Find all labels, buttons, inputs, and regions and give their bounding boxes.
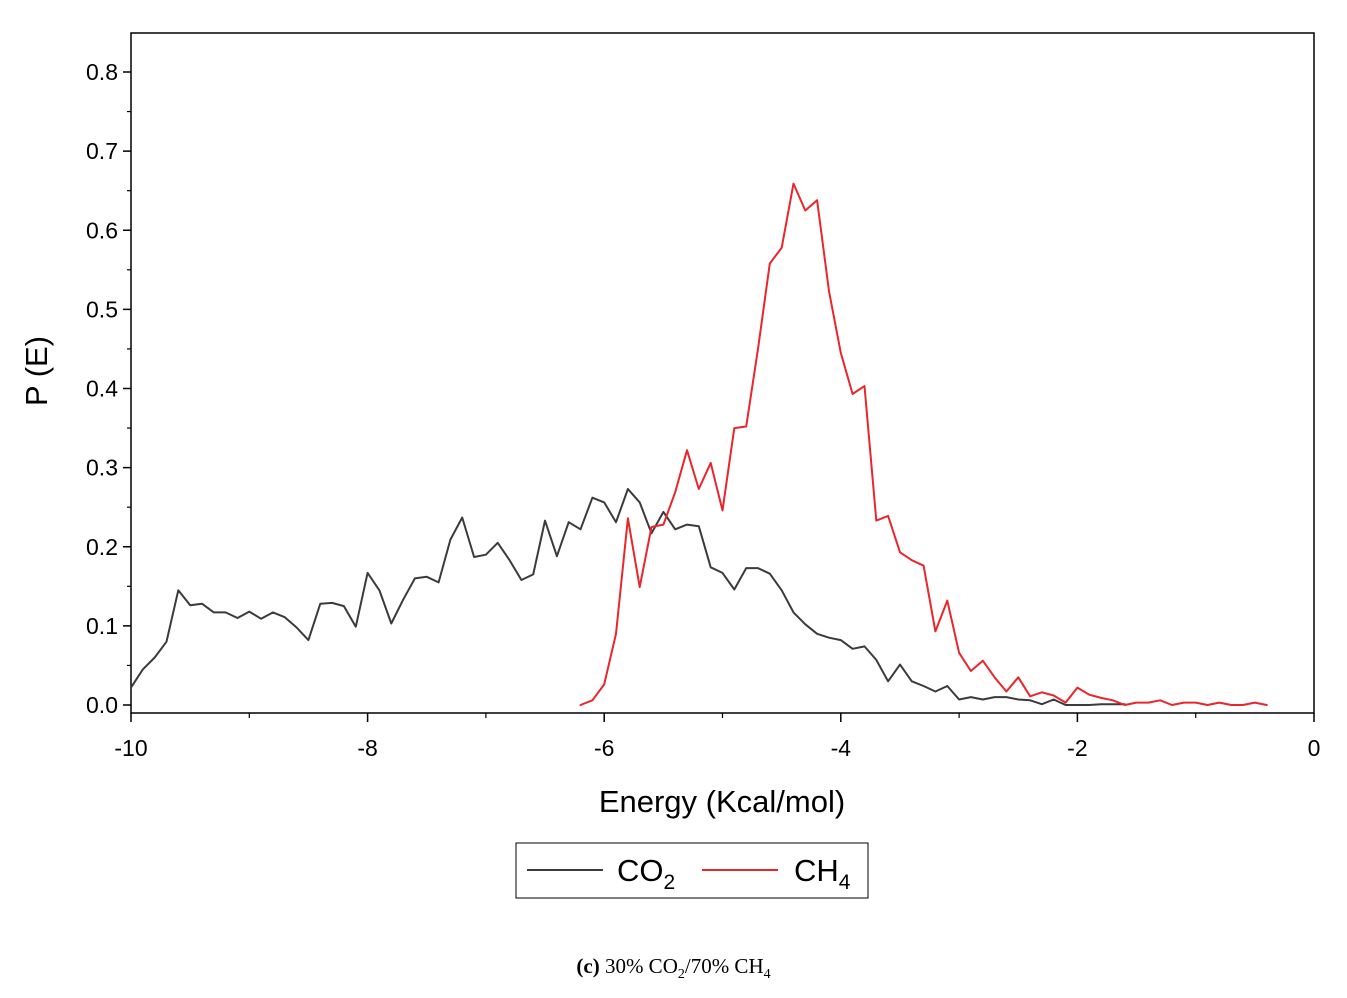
y-axis-ticks: 0.0 0.1 0.2 0.3 0.4 0.5 0.6 0.7 0.8 <box>86 59 131 718</box>
y-axis-title: P (E) <box>19 336 54 406</box>
series-layer <box>130 182 1268 706</box>
y-tick-label: 0.5 <box>86 296 118 322</box>
x-tick-label: 0 <box>1308 735 1321 761</box>
caption-sub-co2: 2 <box>677 967 685 983</box>
x-tick-label: -2 <box>1067 735 1087 761</box>
y-tick-label: 0.6 <box>86 217 118 243</box>
y-tick-label: 0.2 <box>86 534 118 560</box>
figure-caption: (c) 30% CO2/70% CH4 <box>0 954 1347 983</box>
caption-text: /70% CH <box>684 954 764 978</box>
x-tick-label: -4 <box>831 735 852 761</box>
series-line-ch4 <box>579 182 1268 706</box>
series-line-co2 <box>130 488 1126 706</box>
legend: CO2 CH4 <box>515 842 869 899</box>
y-tick-label: 0.0 <box>86 692 118 718</box>
legend-label-ch4: CH4 <box>794 853 851 894</box>
plot-frame <box>130 32 1315 714</box>
x-tick-label: -10 <box>114 735 147 761</box>
caption-sub-ch4: 4 <box>763 967 771 983</box>
caption-label: (c) <box>576 954 600 978</box>
y-tick-label: 0.8 <box>86 59 118 85</box>
x-tick-label: -6 <box>594 735 614 761</box>
y-tick-label: 0.3 <box>86 455 118 481</box>
x-axis-ticks: -10 -8 -6 -4 -2 0 <box>114 713 1320 761</box>
x-axis-title: Energy (Kcal/mol) <box>599 784 845 819</box>
legend-label-co2: CO2 <box>617 853 675 894</box>
caption-text: 30% CO <box>599 954 678 978</box>
y-tick-label: 0.7 <box>86 138 118 164</box>
chart: 0.0 0.1 0.2 0.3 0.4 0.5 0.6 0.7 0.8 -10 -8 -6 -4 -2 0… <box>19 32 1320 899</box>
x-tick-label: -8 <box>357 735 377 761</box>
y-tick-label: 0.4 <box>86 376 118 402</box>
y-tick-label: 0.1 <box>86 613 118 639</box>
